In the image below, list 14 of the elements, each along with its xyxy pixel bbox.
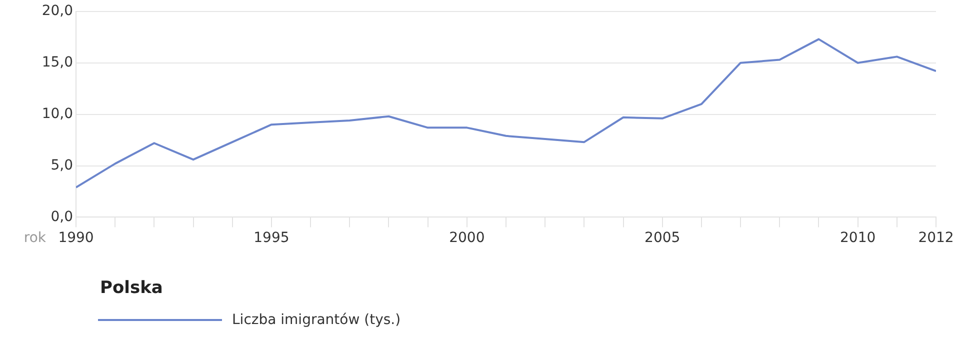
x-tick-label: 2010 xyxy=(840,230,876,246)
y-tick-label: 10,0 xyxy=(42,106,73,122)
x-axis-title: rok xyxy=(24,230,47,246)
x-tick-label: 2000 xyxy=(449,230,485,246)
y-tick-label: 15,0 xyxy=(42,54,73,70)
text: Polska xyxy=(100,278,163,298)
x-tick-label: 2005 xyxy=(644,230,680,246)
y-tick-label: 20,0 xyxy=(42,3,73,20)
x-tick-label: 2012 xyxy=(918,230,954,246)
text: Liczba imigrantów (tys.) xyxy=(232,312,401,328)
x-tick-label: 1995 xyxy=(254,230,290,246)
y-tick-label: 0,0 xyxy=(50,208,73,225)
x-tick-label: 1990 xyxy=(58,230,94,246)
y-tick-label: 5,0 xyxy=(50,157,73,174)
